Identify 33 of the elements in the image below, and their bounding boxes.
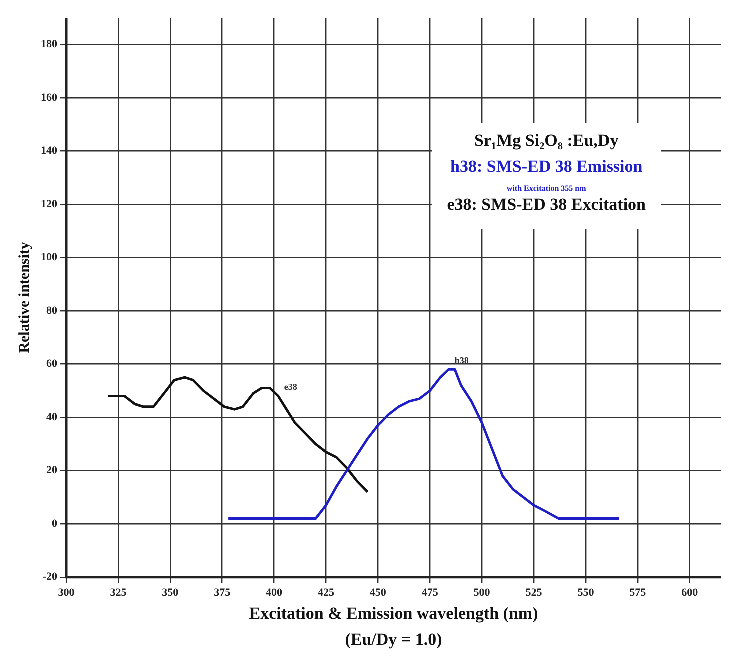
x-tick-label: 400 xyxy=(266,586,284,599)
legend-title: Sr₁Mg Si₂O₈ :Eu,Dy xyxy=(474,130,620,150)
text: h38: SMS-ED 38 Emission xyxy=(450,156,644,176)
x-axis-title: Excitation & Emission wavelength (nm) xyxy=(249,604,538,624)
y-tick-label: 60 xyxy=(46,358,58,370)
y-tick-label: 0 xyxy=(52,518,58,530)
y-tick-label: 180 xyxy=(41,38,58,50)
y-axis-title: Relative intensity xyxy=(16,242,33,354)
annotation: with Excitation 355 nm xyxy=(506,184,587,194)
x-tick-label: 350 xyxy=(162,586,180,599)
x-tick-label: 450 xyxy=(370,586,387,599)
annotation: h38 xyxy=(454,355,470,366)
x-tick-label: 425 xyxy=(318,586,335,599)
y-tick-label: 160 xyxy=(41,92,58,104)
x-tick-label: 375 xyxy=(214,586,232,599)
text: e38: SMS-ED 38 Excitation xyxy=(447,194,647,214)
y-tick-label: 20 xyxy=(46,464,58,477)
y-tick-label: 40 xyxy=(46,411,58,424)
y-tick-label: 80 xyxy=(46,304,58,317)
y-tick-label: 100 xyxy=(41,252,58,264)
y-tick-label: 140 xyxy=(41,145,58,158)
y-tick-label: 120 xyxy=(41,198,58,210)
x-tick-label: 500 xyxy=(474,586,491,599)
x-tick-label: 475 xyxy=(422,586,439,599)
x-tick-label: 325 xyxy=(110,586,128,599)
x-tick-label: 600 xyxy=(682,586,699,599)
x-tick-label: 575 xyxy=(630,586,647,599)
x-tick-label: 550 xyxy=(578,586,595,599)
text: (Eu/Dy = 1.0) xyxy=(345,630,442,649)
x-tick-label: 525 xyxy=(526,586,543,599)
annotation: e38 xyxy=(284,382,298,392)
y-tick-label: -20 xyxy=(42,571,58,584)
x-tick-label: 300 xyxy=(58,586,76,599)
